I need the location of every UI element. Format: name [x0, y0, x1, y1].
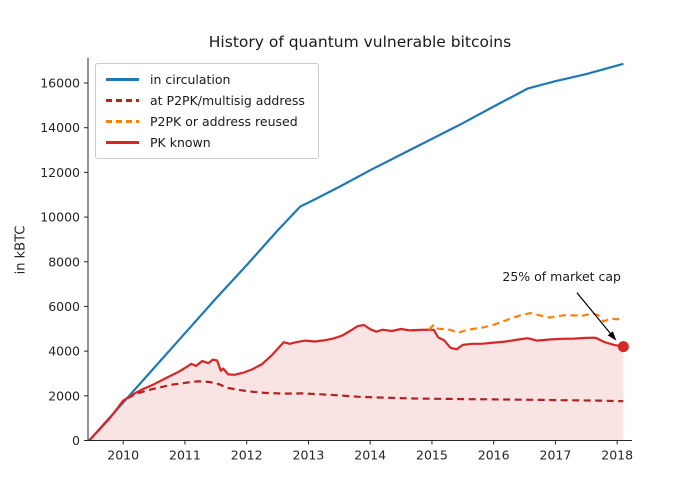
x-tick-label: 2010 [107, 448, 139, 463]
y-tick-label: 2000 [48, 388, 80, 403]
y-tick-label: 14000 [40, 120, 80, 135]
y-tick-label: 4000 [48, 344, 80, 359]
chart-title: History of quantum vulnerable bitcoins [208, 33, 512, 51]
y-tick-label: 16000 [40, 76, 80, 91]
area-fill-pk-known [89, 325, 624, 441]
x-tick-label: 2012 [231, 448, 263, 463]
y-tick-label: 10000 [40, 210, 80, 225]
annotation-text: 25% of market cap [502, 269, 621, 284]
y-tick-label: 8000 [48, 254, 80, 269]
legend-item: at P2PK/multisig address [106, 93, 305, 108]
legend-item-label: in circulation [150, 72, 231, 87]
series-in-circulation [88, 62, 624, 442]
legend-item-label: at P2PK/multisig address [150, 93, 305, 108]
y-tick-label: 0 [72, 433, 80, 448]
legend-item: in circulation [106, 72, 305, 87]
annotation-marker-dot [617, 341, 629, 353]
x-tick-label: 2017 [540, 448, 572, 463]
series-at-p2pk-multisig-address [88, 380, 624, 442]
x-tick-label: 2016 [478, 448, 510, 463]
x-tick-label: 2011 [169, 448, 201, 463]
legend-line-sample [106, 141, 139, 144]
x-tick-label: 2015 [416, 448, 448, 463]
x-tick-label: 2013 [293, 448, 325, 463]
series-p2pk-or-address-reused [428, 312, 624, 335]
legend-item: P2PK or address reused [106, 114, 305, 129]
y-tick-label: 6000 [48, 299, 80, 314]
y-tick-label: 12000 [40, 165, 80, 180]
legend-item-label: PK known [150, 135, 211, 150]
annotation-arrowhead [607, 331, 617, 341]
annotation-arrow [576, 292, 612, 335]
legend-item-label: P2PK or address reused [150, 114, 298, 129]
legend-line-sample [106, 120, 139, 123]
x-tick-label: 2014 [354, 448, 386, 463]
legend-item: PK known [106, 135, 305, 150]
y-axis-label: in kBTC [13, 225, 29, 275]
legend-line-sample [106, 99, 139, 102]
legend: in circulation at P2PK/multisig address … [95, 63, 319, 159]
x-tick-label: 2018 [601, 448, 633, 463]
series-pk-known [88, 323, 624, 442]
legend-line-sample [106, 78, 139, 81]
